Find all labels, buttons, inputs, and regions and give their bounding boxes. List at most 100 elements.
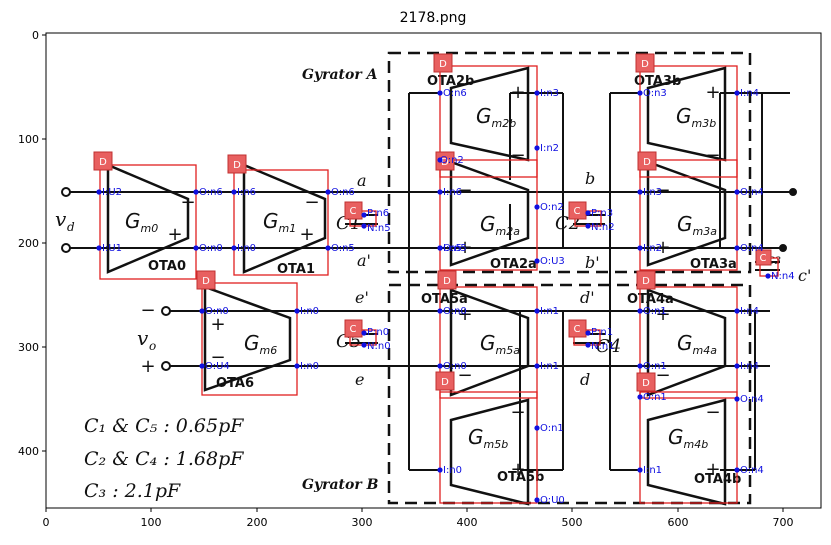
x-tick-label: 700 bbox=[773, 516, 794, 529]
gm-label: Gm4a bbox=[677, 331, 717, 357]
badge-label: D bbox=[643, 157, 651, 168]
figure-title: 2178.png bbox=[400, 10, 467, 26]
ota-name-label: OTA0 bbox=[148, 259, 186, 274]
pin-label: O:n1 bbox=[643, 361, 667, 372]
badge-label: C bbox=[760, 253, 767, 264]
x-tick-label: 100 bbox=[141, 516, 162, 529]
gm-label: Gm2b bbox=[476, 104, 516, 130]
pin-label: O:n0 bbox=[205, 306, 229, 317]
pin-label: N:n0 bbox=[367, 341, 391, 352]
pin-label: O:n5 bbox=[443, 243, 467, 254]
plus-mark: + bbox=[457, 237, 472, 258]
plus-mark: − bbox=[655, 365, 670, 386]
node-b-label: b bbox=[585, 169, 595, 188]
pin-label: O:n2 bbox=[440, 155, 464, 166]
pin-label: I:U2 bbox=[102, 187, 122, 198]
x-tick-label: 200 bbox=[247, 516, 268, 529]
pin-label: O:n4 bbox=[740, 243, 764, 254]
pin-label: I:n1 bbox=[643, 465, 662, 476]
ota-name-label: OTA2a bbox=[490, 257, 537, 272]
plus-mark: − bbox=[655, 180, 670, 201]
badge-label: D bbox=[441, 157, 449, 168]
circuit-schematic bbox=[61, 51, 797, 506]
cap-note: C₂ & C₄ : 1.68pF bbox=[84, 448, 244, 470]
pin-label: I:n3 bbox=[540, 88, 559, 99]
ota-name-label: OTA6 bbox=[216, 376, 254, 391]
plus-mark: + bbox=[705, 82, 720, 103]
capacitor-label: C4 bbox=[596, 336, 621, 357]
pin-label: O:n1 bbox=[643, 392, 667, 403]
plus-mark: − bbox=[510, 402, 525, 423]
plus-mark: + bbox=[210, 314, 225, 335]
y-tick-label: 400 bbox=[18, 445, 39, 458]
gm-label: Gm0 bbox=[125, 209, 158, 235]
plus-mark: − bbox=[510, 145, 525, 166]
ota2a-symbol bbox=[449, 160, 530, 267]
ota-name-label: OTA3b bbox=[634, 74, 681, 89]
badge-group: D D D D D D D D D D D C C C bbox=[93, 53, 772, 392]
y-axis-ticks: 0 100 200 300 400 bbox=[18, 29, 46, 458]
badge-label: D bbox=[202, 276, 210, 287]
pin-label: I:n1 bbox=[540, 306, 559, 317]
ota5a-symbol bbox=[449, 288, 530, 397]
plus-mark: + bbox=[705, 459, 720, 480]
gyrator-a-label: Gyrator A bbox=[302, 67, 378, 83]
ota1-symbol bbox=[242, 163, 327, 274]
node-c-prime-label: c' bbox=[798, 266, 811, 285]
node-e-prime-label: e' bbox=[355, 288, 369, 307]
vo-subscript: o bbox=[149, 339, 156, 353]
pin-label: I:n3 bbox=[643, 187, 662, 198]
ota6-symbol bbox=[203, 285, 292, 392]
plus-mark: − bbox=[304, 192, 319, 213]
x-tick-label: 600 bbox=[668, 516, 689, 529]
x-tick-label: 0 bbox=[43, 516, 50, 529]
ota-name-label: OTA4b bbox=[694, 472, 741, 487]
gm-label: Gm5a bbox=[480, 331, 520, 357]
y-tick-label: 300 bbox=[18, 341, 39, 354]
vd-label: v bbox=[55, 207, 67, 231]
pin-label: I:n2 bbox=[540, 143, 559, 154]
gm-label: Gm3a bbox=[677, 212, 717, 238]
pin-label: O:n6 bbox=[331, 187, 355, 198]
node-a-label: a bbox=[357, 171, 367, 190]
pin-label: O:n4 bbox=[740, 187, 764, 198]
pin-label: I:n0 bbox=[443, 465, 462, 476]
gm-label: Gm3b bbox=[676, 104, 716, 130]
gm-label: Gm2a bbox=[480, 212, 520, 238]
plus-mark: − bbox=[457, 180, 472, 201]
x-tick-label: 400 bbox=[457, 516, 478, 529]
pin-label: O:n1 bbox=[540, 423, 564, 434]
y-tick-label: 100 bbox=[18, 133, 39, 146]
pin-label: I:n0 bbox=[300, 306, 319, 317]
plus-mark: − bbox=[705, 145, 720, 166]
ota5b-symbol bbox=[449, 398, 530, 506]
badge-label: C bbox=[350, 324, 357, 335]
pin-label: P:n0 bbox=[367, 327, 389, 338]
badge-label: D bbox=[441, 377, 449, 388]
badge-label: D bbox=[642, 378, 650, 389]
pin-label: I:n0 bbox=[300, 361, 319, 372]
gm-label: Gm1 bbox=[263, 209, 296, 235]
pin-label: P:n6 bbox=[367, 208, 389, 219]
pin-label: I:n2 bbox=[643, 243, 662, 254]
plus-mark: + bbox=[655, 304, 670, 325]
gyrator-b-label: Gyrator B bbox=[302, 477, 379, 493]
pin-label: I:n1 bbox=[540, 361, 559, 372]
plus-mark: + bbox=[140, 356, 155, 377]
pin-label: O:n6 bbox=[443, 88, 467, 99]
pin-label: O:n1 bbox=[643, 306, 667, 317]
ota-name-label: OTA2b bbox=[427, 74, 474, 89]
y-tick-label: 0 bbox=[32, 29, 39, 42]
terminal-vo-plus bbox=[161, 361, 171, 371]
plus-mark: − bbox=[457, 365, 472, 386]
pin-label: P:n1 bbox=[591, 327, 613, 338]
vd-subscript: d bbox=[67, 220, 75, 234]
plus-mark: − bbox=[705, 402, 720, 423]
badge-label: C bbox=[574, 324, 581, 335]
pin-label: I:n6 bbox=[237, 187, 256, 198]
badge-label: D bbox=[439, 59, 447, 70]
terminal-vd-plus bbox=[61, 187, 71, 197]
pin-label: O:n4 bbox=[740, 394, 764, 405]
gyrator-b-box bbox=[387, 283, 752, 505]
plus-mark: + bbox=[457, 304, 472, 325]
